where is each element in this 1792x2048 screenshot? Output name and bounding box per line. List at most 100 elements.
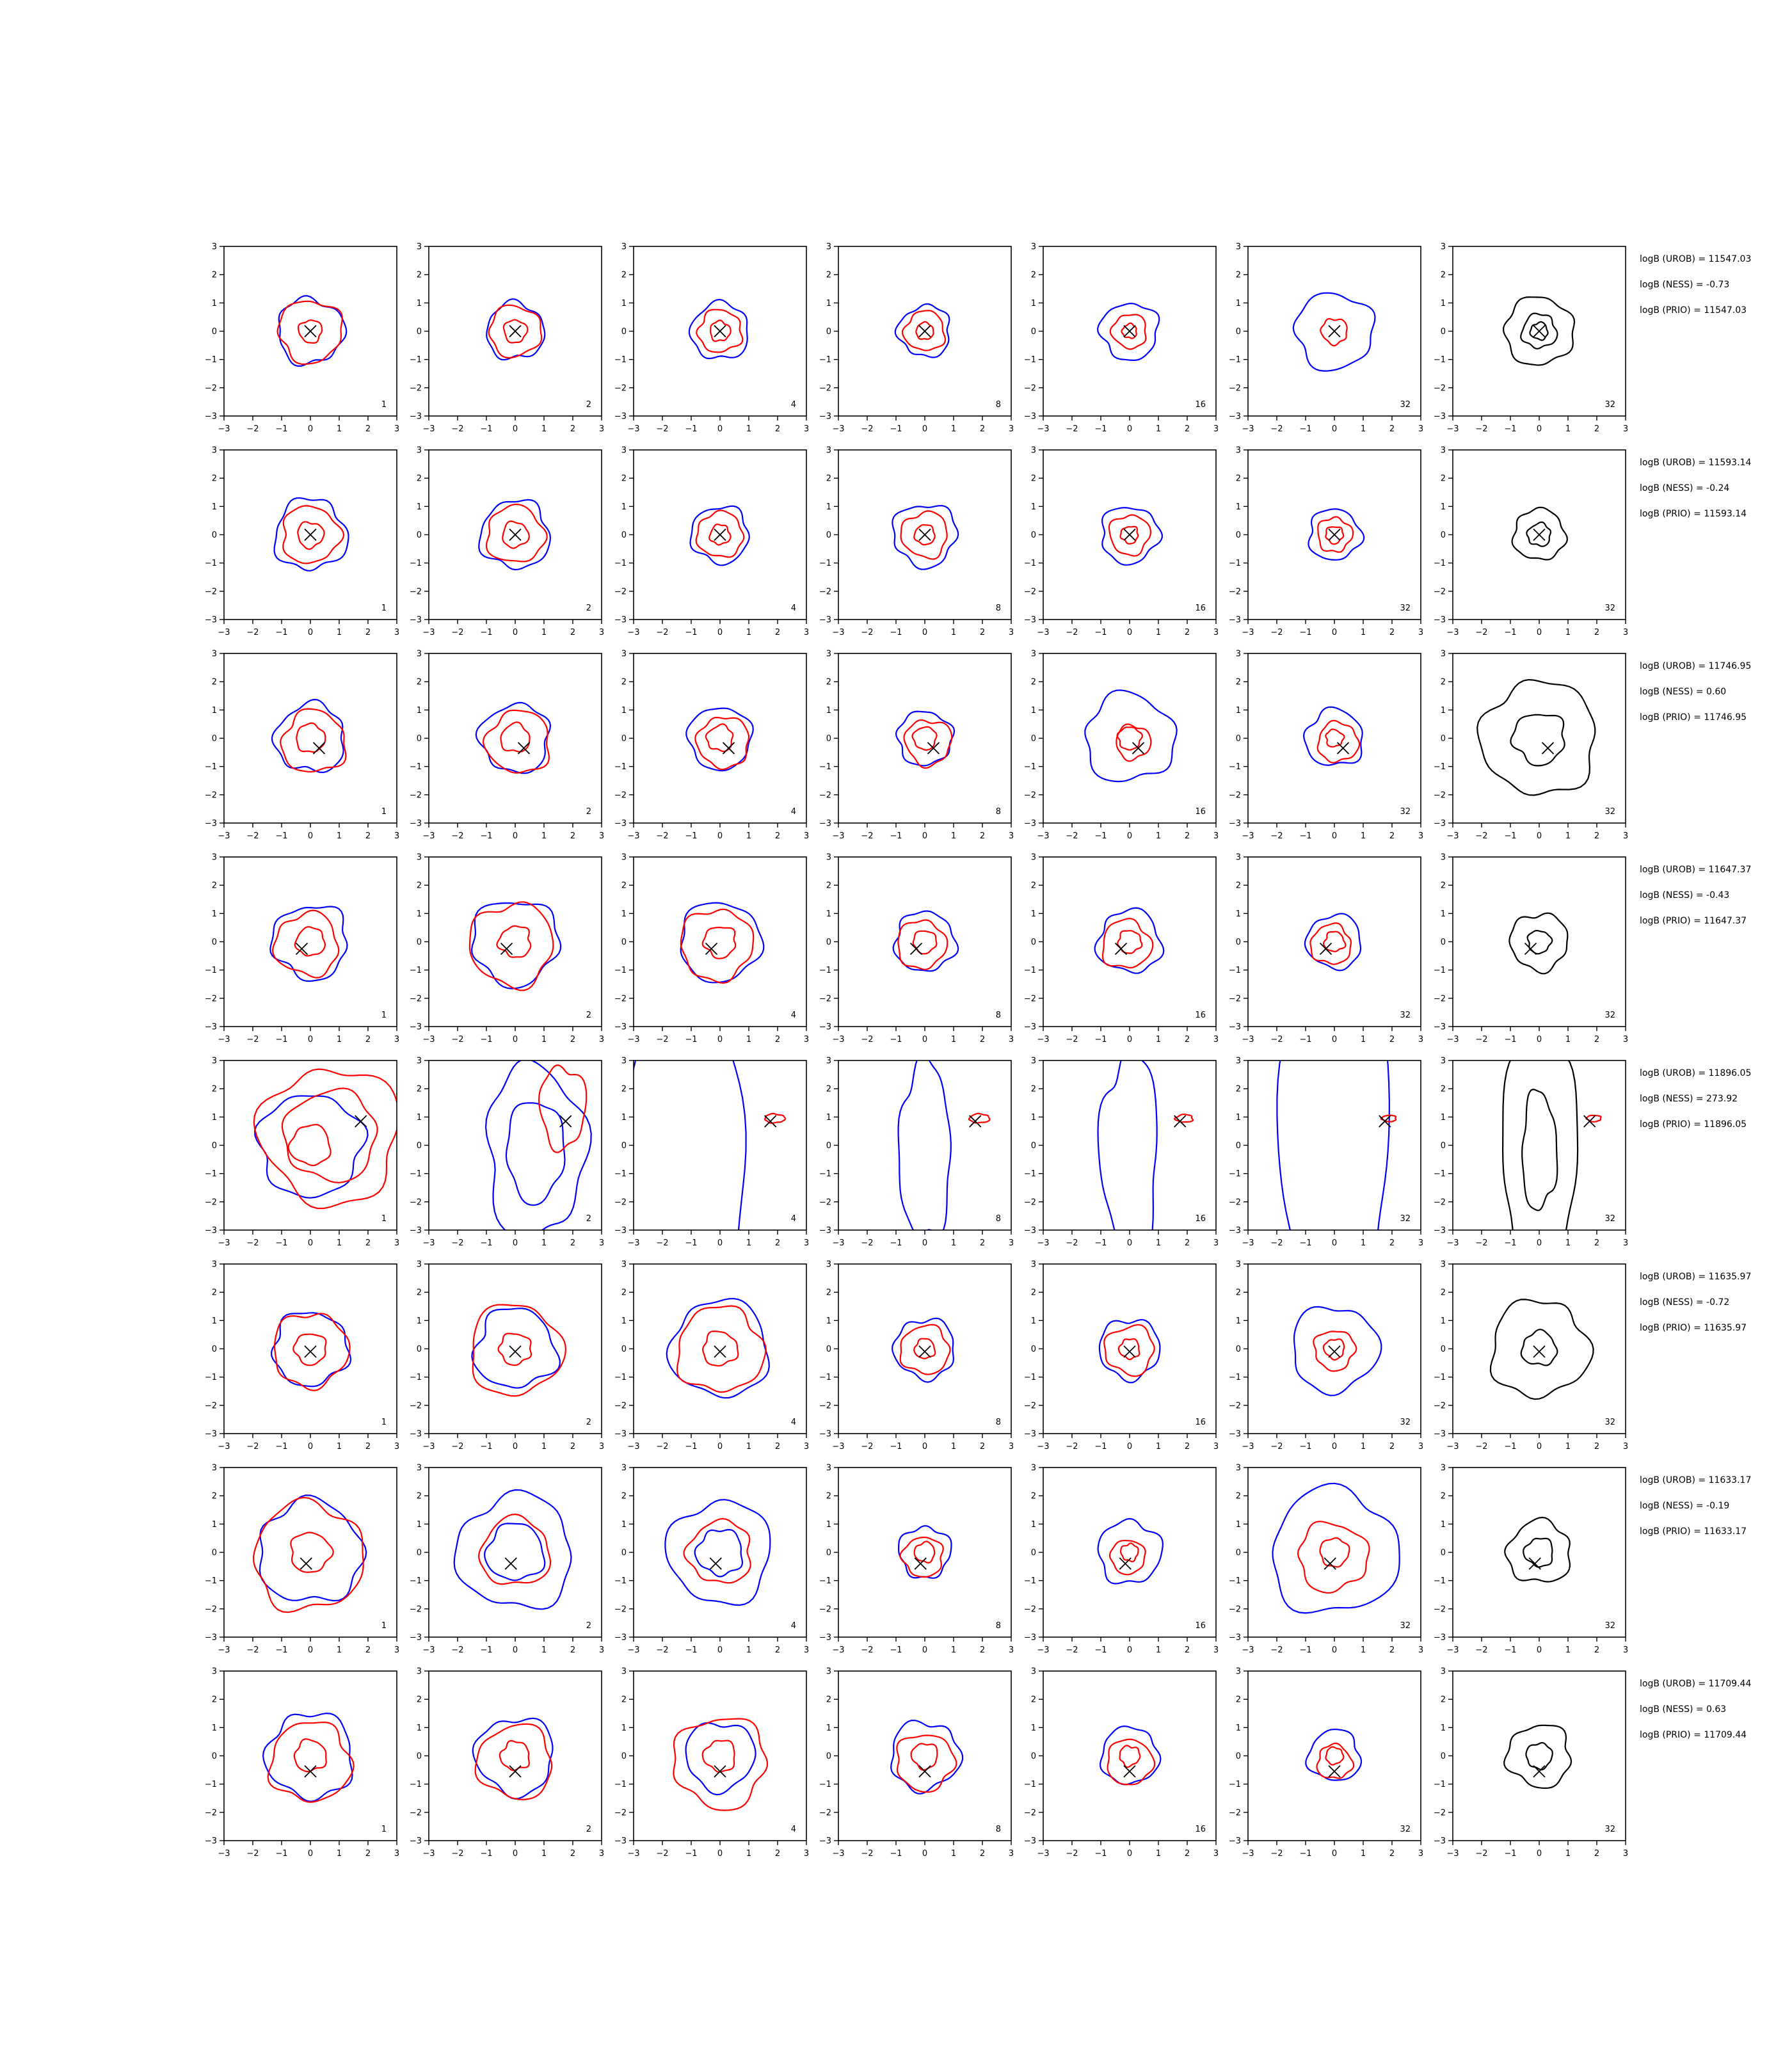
contour-group [1511, 506, 1569, 561]
x-tick-label: 2 [1185, 1645, 1190, 1655]
red-contour [287, 1124, 332, 1167]
contour-group [484, 1060, 592, 1230]
x-tick-label: 0 [1537, 1442, 1542, 1452]
x-tick-label: 1 [1565, 831, 1571, 841]
y-tick-label: 3 [1236, 446, 1241, 456]
red-contour [1317, 516, 1354, 553]
x-tick-label: 2 [1594, 831, 1599, 841]
red-contour [502, 520, 530, 549]
blue-contour [685, 1722, 756, 1796]
y-tick-label: 3 [621, 243, 627, 252]
y-tick-label: 2 [621, 678, 627, 687]
axes-frame [838, 1467, 1012, 1638]
red-contour [1316, 1742, 1355, 1779]
x-tick-label: −1 [1094, 1442, 1107, 1452]
x-tick-label: 0 [1127, 1442, 1132, 1452]
true-value-marker [504, 1557, 517, 1570]
x-tick-label: 1 [951, 1442, 956, 1452]
black-contour [1489, 1299, 1594, 1400]
panel-r6-c1: −3−3 −2 −2 −1 −1 0 0 1 1 2 2 3 3 1 [205, 1260, 399, 1452]
x-tick-label: 3 [1009, 1035, 1014, 1044]
x-tick-label: −3 [627, 628, 639, 637]
blue-contour [483, 1523, 546, 1581]
x-tick-label: 2 [365, 424, 371, 434]
x-tick-label: 0 [1537, 424, 1542, 434]
true-value-marker [927, 742, 940, 755]
red-contour [1319, 1537, 1350, 1568]
y-tick-label: 1 [621, 706, 627, 716]
axes-frame [1247, 1263, 1421, 1434]
x-tick-label: −3 [1242, 424, 1254, 434]
x-tick-label: −2 [1270, 1035, 1283, 1044]
y-tick-label: 1 [417, 1520, 422, 1530]
x-tick-label: 1 [1156, 1849, 1161, 1859]
x-tick-label: −3 [422, 424, 435, 434]
y-tick-label: 3 [1236, 1260, 1241, 1270]
y-tick-label: −2 [410, 790, 422, 800]
x-tick-label: 0 [1537, 831, 1542, 841]
true-value-marker [918, 324, 931, 338]
x-tick-label: 2 [980, 628, 985, 637]
contour-group [673, 1718, 769, 1811]
x-tick-label: −1 [685, 628, 697, 637]
x-tick-label: 3 [1213, 628, 1219, 637]
true-value-marker [559, 1115, 572, 1128]
y-tick-label: −3 [205, 1837, 217, 1846]
x-tick-label: −1 [1504, 1442, 1516, 1452]
blue-contour [1101, 507, 1163, 566]
x-tick-label: 1 [337, 424, 342, 434]
red-contour [701, 1740, 735, 1773]
red-contour [273, 1313, 351, 1391]
x-tick-label: −2 [246, 628, 259, 637]
contour-group [273, 497, 349, 572]
x-tick-label: −3 [627, 1442, 639, 1452]
panel-index-label: 2 [586, 400, 591, 410]
y-tick-label: 0 [621, 327, 627, 337]
x-tick-label: 3 [1009, 628, 1014, 637]
axes-frame [1247, 856, 1421, 1027]
true-value-marker [709, 1557, 722, 1570]
y-tick-label: 1 [1236, 1724, 1241, 1733]
y-tick-label: 1 [1031, 1113, 1036, 1123]
y-tick-label: −3 [205, 616, 217, 625]
y-tick-label: 0 [417, 327, 422, 337]
y-tick-label: −2 [1024, 1808, 1036, 1818]
y-tick-label: 3 [826, 1260, 831, 1270]
y-tick-label: 3 [417, 650, 422, 659]
x-tick-label: −1 [275, 628, 287, 637]
x-tick-label: −2 [656, 1442, 668, 1452]
x-tick-label: 3 [599, 628, 604, 637]
contour-group [1097, 1060, 1194, 1230]
y-tick-label: 1 [1441, 1316, 1446, 1326]
x-tick-label: 0 [1332, 1442, 1337, 1452]
x-tick-label: 2 [1594, 424, 1599, 434]
x-tick-label: −1 [1094, 1849, 1107, 1859]
y-tick-label: 2 [621, 881, 627, 891]
x-tick-label: 3 [1009, 1442, 1014, 1452]
true-value-marker [1319, 942, 1332, 956]
y-tick-label: 0 [621, 531, 627, 540]
y-tick-label: 2 [417, 1085, 422, 1094]
y-tick-label: −1 [1229, 966, 1241, 975]
y-tick-label: −3 [819, 1226, 831, 1236]
x-tick-label: −2 [1270, 1645, 1283, 1655]
x-tick-label: −2 [1270, 1238, 1283, 1248]
y-tick-label: −3 [410, 412, 422, 422]
blue-contour [1304, 913, 1362, 972]
y-tick-label: 1 [826, 502, 831, 512]
y-tick-label: −2 [205, 790, 217, 800]
y-tick-label: −1 [1024, 1780, 1036, 1789]
x-tick-label: 0 [1537, 628, 1542, 637]
y-tick-label: 0 [1031, 734, 1036, 744]
panel-r2-c6: −3−3 −2 −2 −1 −1 0 0 1 1 2 2 3 3 32 [1229, 446, 1423, 638]
annotations-layer: logB (UROB) = 11547.03 logB (NESS) = -0.7… [1640, 254, 1751, 1740]
x-tick-label: −1 [1504, 424, 1516, 434]
y-tick-label: 0 [1236, 938, 1241, 947]
x-tick-label: −1 [685, 1238, 697, 1248]
logb-annotation: logB (UROB) = 11547.03 [1640, 254, 1751, 264]
x-tick-label: −2 [246, 1645, 259, 1655]
contour-group [271, 698, 347, 774]
y-tick-label: 3 [1236, 853, 1241, 863]
y-tick-label: −2 [410, 1604, 422, 1614]
y-tick-label: −2 [1024, 1604, 1036, 1614]
